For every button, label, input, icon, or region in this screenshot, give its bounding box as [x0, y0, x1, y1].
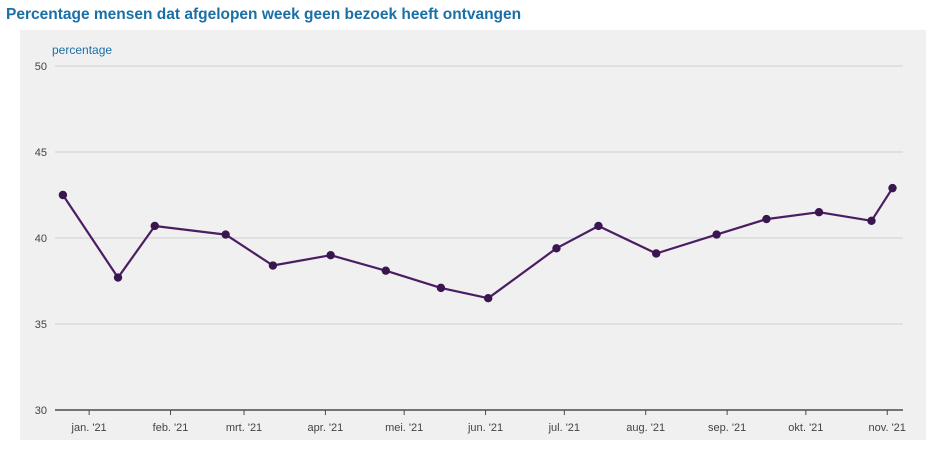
y-tick-label: 35: [35, 319, 47, 331]
x-tick-label: mei. '21: [385, 422, 423, 434]
x-tick-label: jan. '21: [71, 422, 107, 434]
x-tick-label: apr. '21: [308, 422, 344, 434]
y-tick-label: 40: [35, 233, 47, 245]
data-point: [268, 261, 278, 270]
data-point: [113, 273, 123, 282]
data-point: [58, 190, 68, 200]
data-point: [712, 230, 721, 239]
grid-layer: [55, 65, 903, 325]
data-point: [867, 216, 876, 225]
data-point: [762, 214, 771, 224]
x-tick-label: feb. '21: [153, 422, 189, 434]
series-line: [61, 187, 894, 300]
data-point: [552, 244, 561, 253]
x-tick-label: mrt. '21: [226, 422, 262, 434]
data-point: [381, 266, 390, 275]
data-point: [888, 183, 897, 193]
x-tick-label: aug. '21: [626, 422, 665, 434]
y-tick-label: 50: [35, 61, 47, 73]
label-layer: 30 35 40 45 50 percentage jan. '21 feb. '21 mrt.…: [35, 43, 906, 434]
x-tick-label: okt. '21: [788, 422, 823, 434]
data-point: [483, 294, 493, 303]
chart-title: Percentage mensen dat afgelopen week gee…: [6, 6, 522, 23]
x-tick-label: jun. '21: [467, 422, 503, 434]
data-point: [436, 283, 446, 293]
y-axis-title: percentage: [52, 43, 112, 57]
data-point: [150, 221, 159, 231]
chart-area: [20, 30, 926, 440]
data-point: [594, 221, 603, 231]
data-point: [326, 251, 335, 260]
data-point: [814, 208, 824, 217]
x-tick-label: nov. '21: [869, 422, 906, 434]
x-tick-label: jul. '21: [548, 422, 580, 434]
y-tick-label: 30: [35, 405, 47, 417]
data-point: [221, 230, 230, 239]
y-tick-label: 45: [35, 147, 47, 159]
data-point: [652, 249, 661, 258]
axis-layer: [55, 409, 903, 415]
x-tick-label: sep. '21: [708, 422, 746, 434]
series-layer: [58, 183, 897, 303]
